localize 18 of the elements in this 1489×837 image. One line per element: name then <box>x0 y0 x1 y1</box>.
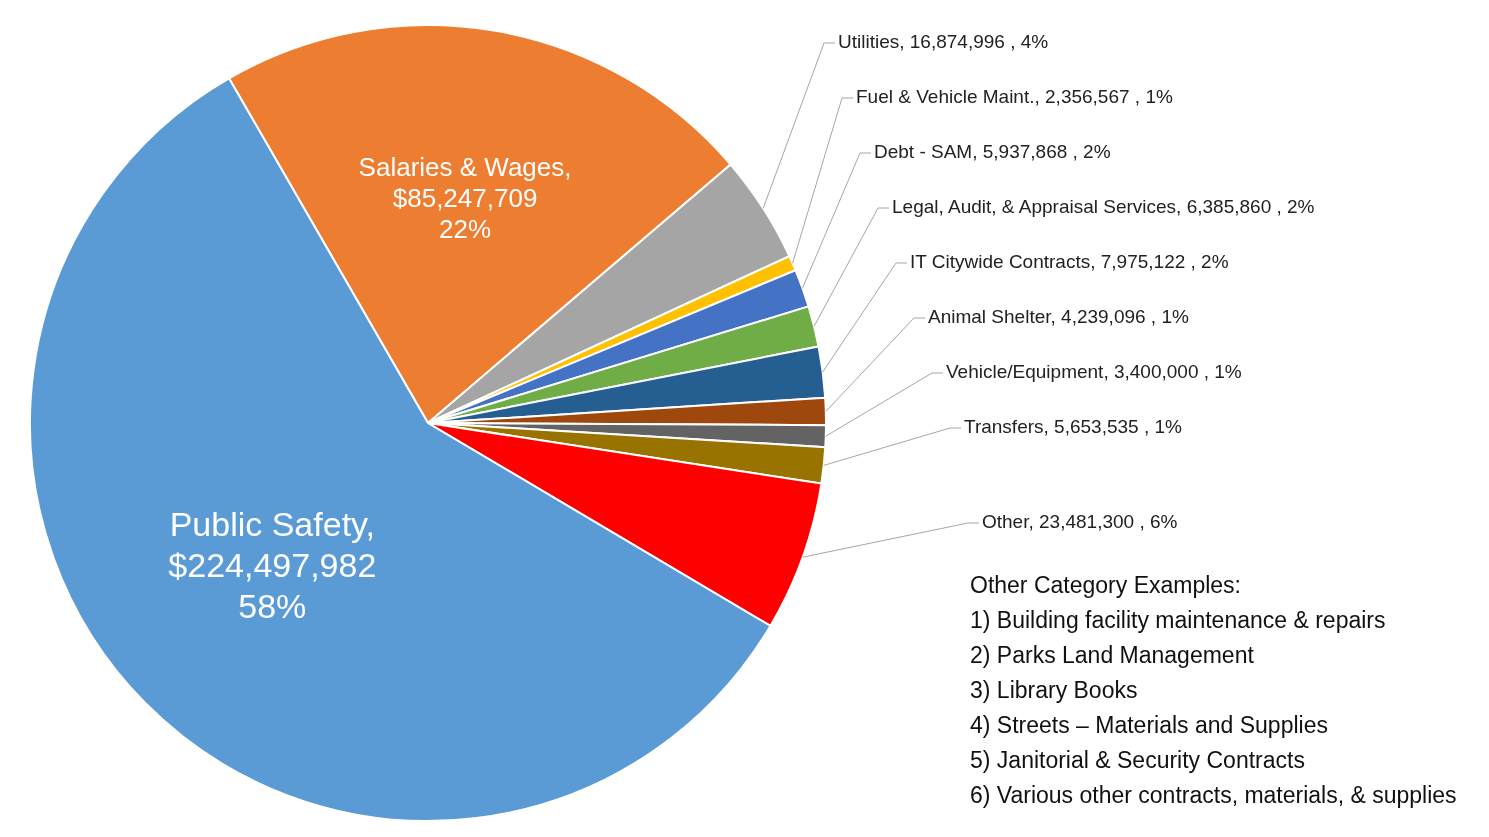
slice-label: Vehicle/Equipment, 3,400,000 , 1% <box>946 361 1242 382</box>
slice-label: Other, 23,481,300 , 6% <box>982 511 1178 532</box>
text: 2) Parks Land Management <box>970 641 1255 670</box>
slice-label: Utilities, 16,874,996 , 4% <box>838 31 1049 52</box>
slice-label: IT Citywide Contracts, 7,975,122 , 2% <box>910 251 1229 272</box>
slice-label: Transfers, 5,653,535 , 1% <box>964 416 1183 437</box>
text: 5) Janitorial & Security Contracts <box>970 746 1306 775</box>
slice-label: Animal Shelter, 4,239,096 , 1% <box>928 306 1189 327</box>
text: 4) Streets – Materials and Supplies <box>970 711 1329 740</box>
text: 1) Building facility maintenance & repairs <box>970 606 1387 635</box>
slice-label: Legal, Audit, & Appraisal Services, 6,385,860 , 2% <box>892 196 1315 217</box>
slice-label: Fuel & Vehicle Maint., 2,356,567 , 1% <box>856 86 1173 107</box>
slice-label: Public Safety, $224,497,982 58% <box>168 505 377 625</box>
slice-label: Debt - SAM, 5,937,868 , 2% <box>874 141 1111 162</box>
slice-label: Salaries & Wages, $85,247,709 22% <box>358 152 572 245</box>
text: Other Category Examples: <box>970 571 1242 600</box>
text: 3) Library Books <box>970 676 1139 705</box>
text: 6) Various other contracts, materials, & supplies <box>970 781 1458 810</box>
